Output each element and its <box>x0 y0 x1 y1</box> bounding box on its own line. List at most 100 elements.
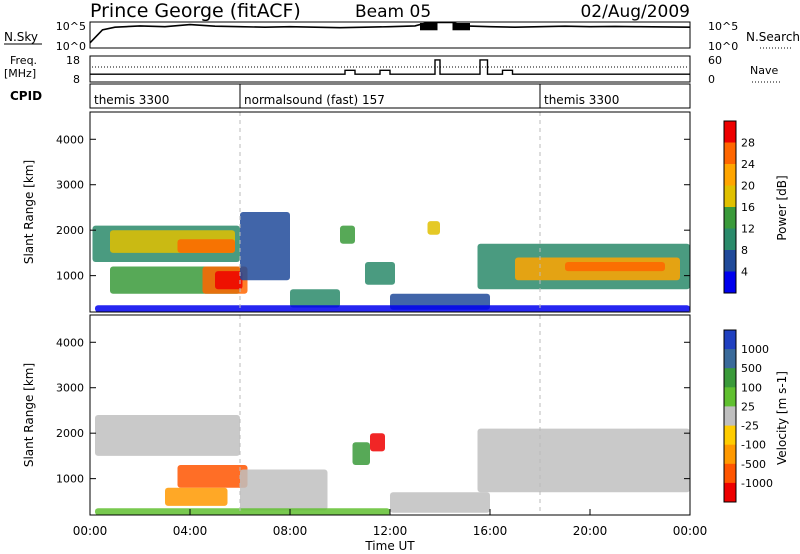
velocity-cbar-label-6: -100 <box>741 439 766 452</box>
velocity-blobs-region-5 <box>352 442 370 465</box>
power-cbar-swatch-8 <box>724 271 736 294</box>
power-blobs-region-6 <box>215 271 243 290</box>
velocity-yticks-label-2000: 2000 <box>56 427 84 440</box>
freq-panel-frame <box>89 55 691 83</box>
velocity-cbar-swatch-8 <box>724 463 736 484</box>
power-panel-frame <box>89 111 691 313</box>
time-axis-label: Time UT <box>364 539 415 553</box>
cpid-segment-label-1: themis 3300 <box>94 93 169 107</box>
velocity-cbar-label-1: 1000 <box>741 343 769 356</box>
power-yticks: 1000 2000 3000 4000 <box>56 133 690 283</box>
velocity-blobs-region-6 <box>370 433 385 452</box>
velocity-cbar-swatch-6 <box>724 425 736 446</box>
time-tick-7: 00:00 <box>673 524 708 538</box>
power-heatmap <box>89 111 691 313</box>
noise-ytick-right-top: 10^5 <box>708 20 738 33</box>
time-tick-1: 00:00 <box>73 524 108 538</box>
power-blobs-region-11 <box>427 221 440 235</box>
power-blobs-region-7 <box>240 212 290 281</box>
noise-left-label: N.Sky <box>4 30 38 44</box>
velocity-cbar-swatch-5 <box>724 406 736 426</box>
power-blobs-region-10 <box>365 262 395 285</box>
power-yticks-label-2000: 2000 <box>56 224 84 237</box>
velocity-cbar-swatch-3 <box>724 368 736 388</box>
time-tick-3: 08:00 <box>273 524 308 538</box>
velocity-heatmap <box>89 314 691 516</box>
power-blobs-region-16 <box>95 305 690 312</box>
power-blobs-region-15 <box>565 262 665 272</box>
power-yticks-label-1000: 1000 <box>56 270 84 283</box>
beam-label: Beam 05 <box>355 2 431 22</box>
power-ylabel: Slant Range [km] <box>22 160 36 264</box>
power-cbar-swatch-1 <box>724 121 736 143</box>
power-colorbar-label: Power [dB] <box>775 175 789 240</box>
freq-ytick-bottom: 8 <box>73 73 80 86</box>
noise-sky-series <box>89 21 691 44</box>
time-tick-6: 20:00 <box>573 524 608 538</box>
time-tick-2: 04:00 <box>173 524 208 538</box>
time-tick-5: 16:00 <box>473 524 508 538</box>
velocity-cbar-swatch-2 <box>724 349 736 369</box>
power-colorbar: 28 24 20 16 12 8 4 <box>723 120 755 294</box>
velocity-yticks-label-1000: 1000 <box>56 473 84 486</box>
velocity-colorbar-label: Velocity [m s-1] <box>775 371 789 465</box>
cpid-segment-label-2: normalsound (fast) 157 <box>244 93 385 107</box>
noise-ytick-right-bottom: 10^0 <box>708 40 738 53</box>
noise-panel-frame <box>89 21 691 49</box>
noise-burst-2 <box>452 23 470 31</box>
velocity-yticks-label-3000: 3000 <box>56 382 84 395</box>
date-label: 02/Aug/2009 <box>580 2 690 22</box>
velocity-cbar-label-2: 500 <box>741 362 762 375</box>
velocity-cbar-swatch-4 <box>724 387 736 407</box>
power-cbar-label-5: 12 <box>741 223 755 236</box>
power-cbar-label-1: 28 <box>741 137 755 150</box>
velocity-blobs-region-1 <box>95 415 240 456</box>
power-yticks-label-3000: 3000 <box>56 179 84 192</box>
power-cbar-label-2: 24 <box>741 158 755 171</box>
velocity-yticks-label-4000: 4000 <box>56 336 84 349</box>
power-cbar-label-6: 8 <box>741 244 748 257</box>
power-cbar-swatch-3 <box>724 164 736 186</box>
freq-ytick-top: 18 <box>66 54 80 67</box>
time-axis: 00:00 04:00 08:00 12:00 16:00 20:00 00:00 <box>73 509 708 538</box>
cpid-segment-label-3: themis 3300 <box>544 93 619 107</box>
noise-ytick-bottom: 10^0 <box>56 40 86 53</box>
noise-ytick-top: 10^5 <box>56 20 86 33</box>
power-cbar-label-4: 16 <box>741 201 755 214</box>
power-blobs-region-8 <box>290 289 340 308</box>
power-cbar-swatch-6 <box>724 228 736 251</box>
power-yticks-label-4000: 4000 <box>56 133 84 146</box>
velocity-ylabel: Slant Range [km] <box>22 363 36 467</box>
power-cbar-swatch-4 <box>724 185 736 208</box>
power-blobs-region-9 <box>340 225 355 244</box>
station-title: Prince George (fitACF) <box>90 0 301 22</box>
velocity-yticks: 1000 2000 3000 4000 <box>56 336 690 486</box>
freq-right-label: Nave <box>750 64 778 77</box>
velocity-cbar-swatch-1 <box>724 330 736 350</box>
freq-step-series <box>90 59 690 75</box>
velocity-cbar-label-3: 100 <box>741 381 762 394</box>
power-cbar-label-3: 20 <box>741 180 755 193</box>
cpid-label: CPID <box>10 89 42 103</box>
velocity-blobs-region-8 <box>477 428 690 493</box>
noise-right-label: N.Search <box>746 30 800 44</box>
velocity-colorbar: 1000 500 100 25 -25 -100 -500 -1000 <box>723 329 773 503</box>
velocity-cbar-swatch-7 <box>724 444 736 465</box>
freq-left-unit: [MHz] <box>4 67 36 80</box>
velocity-cbar-label-7: -500 <box>741 458 766 471</box>
velocity-cbar-swatch-9 <box>724 482 736 503</box>
time-tick-4: 12:00 <box>373 524 408 538</box>
noise-burst-1 <box>420 23 438 31</box>
velocity-blobs-region-9 <box>95 508 390 515</box>
velocity-blobs-region-2 <box>177 465 248 488</box>
cpid-panel-frame <box>89 83 691 109</box>
freq-ytick-right-top: 60 <box>708 54 722 67</box>
freq-left-label: Freq. <box>10 54 37 67</box>
velocity-blobs-region-7 <box>390 492 490 513</box>
freq-ytick-right-bottom: 0 <box>708 73 715 86</box>
velocity-cbar-label-8: -1000 <box>741 477 773 490</box>
velocity-blobs-region-3 <box>165 487 228 506</box>
power-cbar-label-7: 4 <box>741 266 748 279</box>
power-cbar-swatch-5 <box>724 207 736 229</box>
